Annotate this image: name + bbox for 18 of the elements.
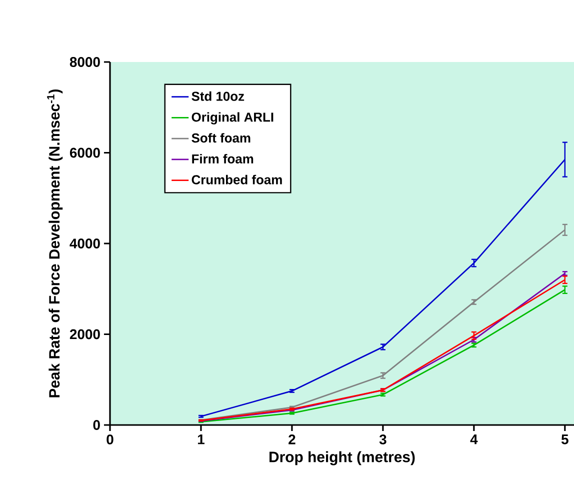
y-tick-label: 2000 (70, 329, 100, 340)
x-tick-label: 2 (288, 434, 296, 444)
y-tick-label: 4000 (70, 238, 100, 248)
y-tick-label: 8000 (70, 57, 100, 67)
y-tick-label: 6000 (70, 148, 100, 158)
x-axis-title: Drop height (metres) (270, 451, 415, 466)
x-tick-label: 3 (379, 434, 386, 444)
legend-label: Crumbed foam (192, 174, 282, 184)
x-tick-label: 0 (106, 434, 114, 444)
x-tick-label: 5 (561, 434, 568, 444)
y-axis-title: Peak Rate of Force Development (N.msec$^{-1}$) (47, 89, 63, 398)
legend-label: Std 10oz (192, 91, 244, 101)
x-tick-label: 4 (470, 434, 478, 444)
y-tick-label: 0 (93, 420, 100, 430)
legend-label: Original ARLI (192, 112, 274, 124)
x-tick-label: 1 (198, 434, 204, 444)
legend-label: Firm foam (192, 154, 254, 164)
legend-label: Soft foam (192, 133, 250, 143)
